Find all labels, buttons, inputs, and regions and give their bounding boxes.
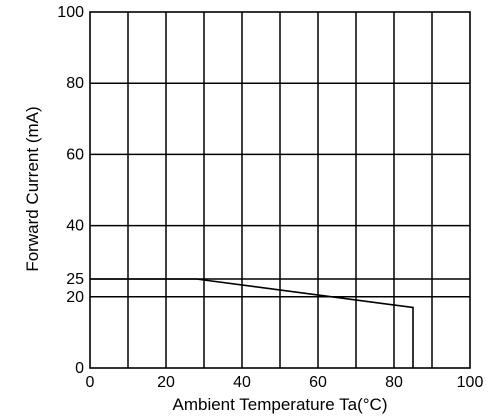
y-tick-label: 100 [57, 4, 84, 21]
x-tick-label: 0 [86, 374, 95, 391]
y-tick-label: 0 [75, 360, 84, 377]
y-tick-label: 25 [66, 271, 84, 288]
y-tick-label: 20 [66, 289, 84, 306]
y-tick-label: 40 [66, 218, 84, 235]
x-tick-labels: 0 20 40 60 80 100 [86, 374, 484, 391]
x-tick-label: 20 [157, 374, 175, 391]
x-axis-label: Ambient Temperature Ta(°C) [173, 395, 388, 414]
x-tick-label: 40 [233, 374, 251, 391]
x-tick-label: 60 [309, 374, 327, 391]
plot-frame [89, 11, 471, 369]
x-tick-label: 80 [385, 374, 403, 391]
y-axis-label: Forward Current (mA) [23, 106, 42, 271]
x-tick-label: 100 [457, 374, 484, 391]
y-tick-label: 60 [66, 146, 84, 163]
series-layer [90, 278, 414, 368]
derating-curve [90, 278, 414, 368]
y-tick-label: 80 [66, 75, 84, 92]
